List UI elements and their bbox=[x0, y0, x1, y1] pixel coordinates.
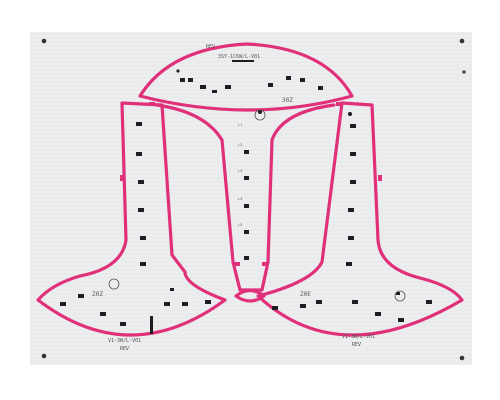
top-piece-silkscreen: REV 3SY-1C6W/L-V01 30Z L1 L2 L3 L4 L5 bbox=[206, 44, 293, 227]
mounting-holes bbox=[41, 38, 466, 361]
left-fiducial bbox=[108, 278, 120, 290]
right-part-text: V1-3W/L-V01 bbox=[342, 334, 375, 340]
left-piece-silkscreen: Z0Z V1-3W/L-V01 REV bbox=[92, 291, 141, 352]
right-piece-pads bbox=[272, 112, 432, 322]
routing-outlines bbox=[36, 42, 464, 337]
top-fan-outline bbox=[138, 42, 354, 112]
left-rev-text: REV bbox=[120, 346, 129, 352]
top-led-label: L4 bbox=[238, 197, 242, 201]
right-piece-outline bbox=[256, 101, 464, 337]
top-led-label: L5 bbox=[238, 223, 242, 227]
right-piece-silkscreen: Z0E V1-3W/L-V01 REV bbox=[300, 291, 375, 348]
board-texture bbox=[30, 32, 472, 365]
right-fiducial bbox=[394, 290, 406, 302]
top-led-label: L2 bbox=[238, 143, 242, 147]
left-piece-pads bbox=[60, 122, 211, 334]
left-part-text: V1-3W/L-V01 bbox=[108, 338, 141, 344]
right-board-code: Z0E bbox=[300, 291, 311, 298]
top-board-code: 30Z bbox=[282, 97, 293, 104]
right-rev-text: REV bbox=[352, 342, 361, 348]
top-fiducial bbox=[254, 109, 266, 121]
center-ring-outline bbox=[234, 288, 266, 303]
top-part-text: 3SY-1C6W/L-V01 bbox=[218, 54, 260, 60]
breakaway-tabs bbox=[120, 102, 382, 266]
left-board-code: Z0Z bbox=[92, 291, 103, 298]
top-led-label: L1 bbox=[238, 123, 242, 127]
top-piece-pads bbox=[176, 60, 323, 260]
top-led-label: L3 bbox=[238, 169, 242, 173]
top-rev-text: REV bbox=[206, 44, 215, 50]
left-piece-outline bbox=[36, 101, 227, 337]
